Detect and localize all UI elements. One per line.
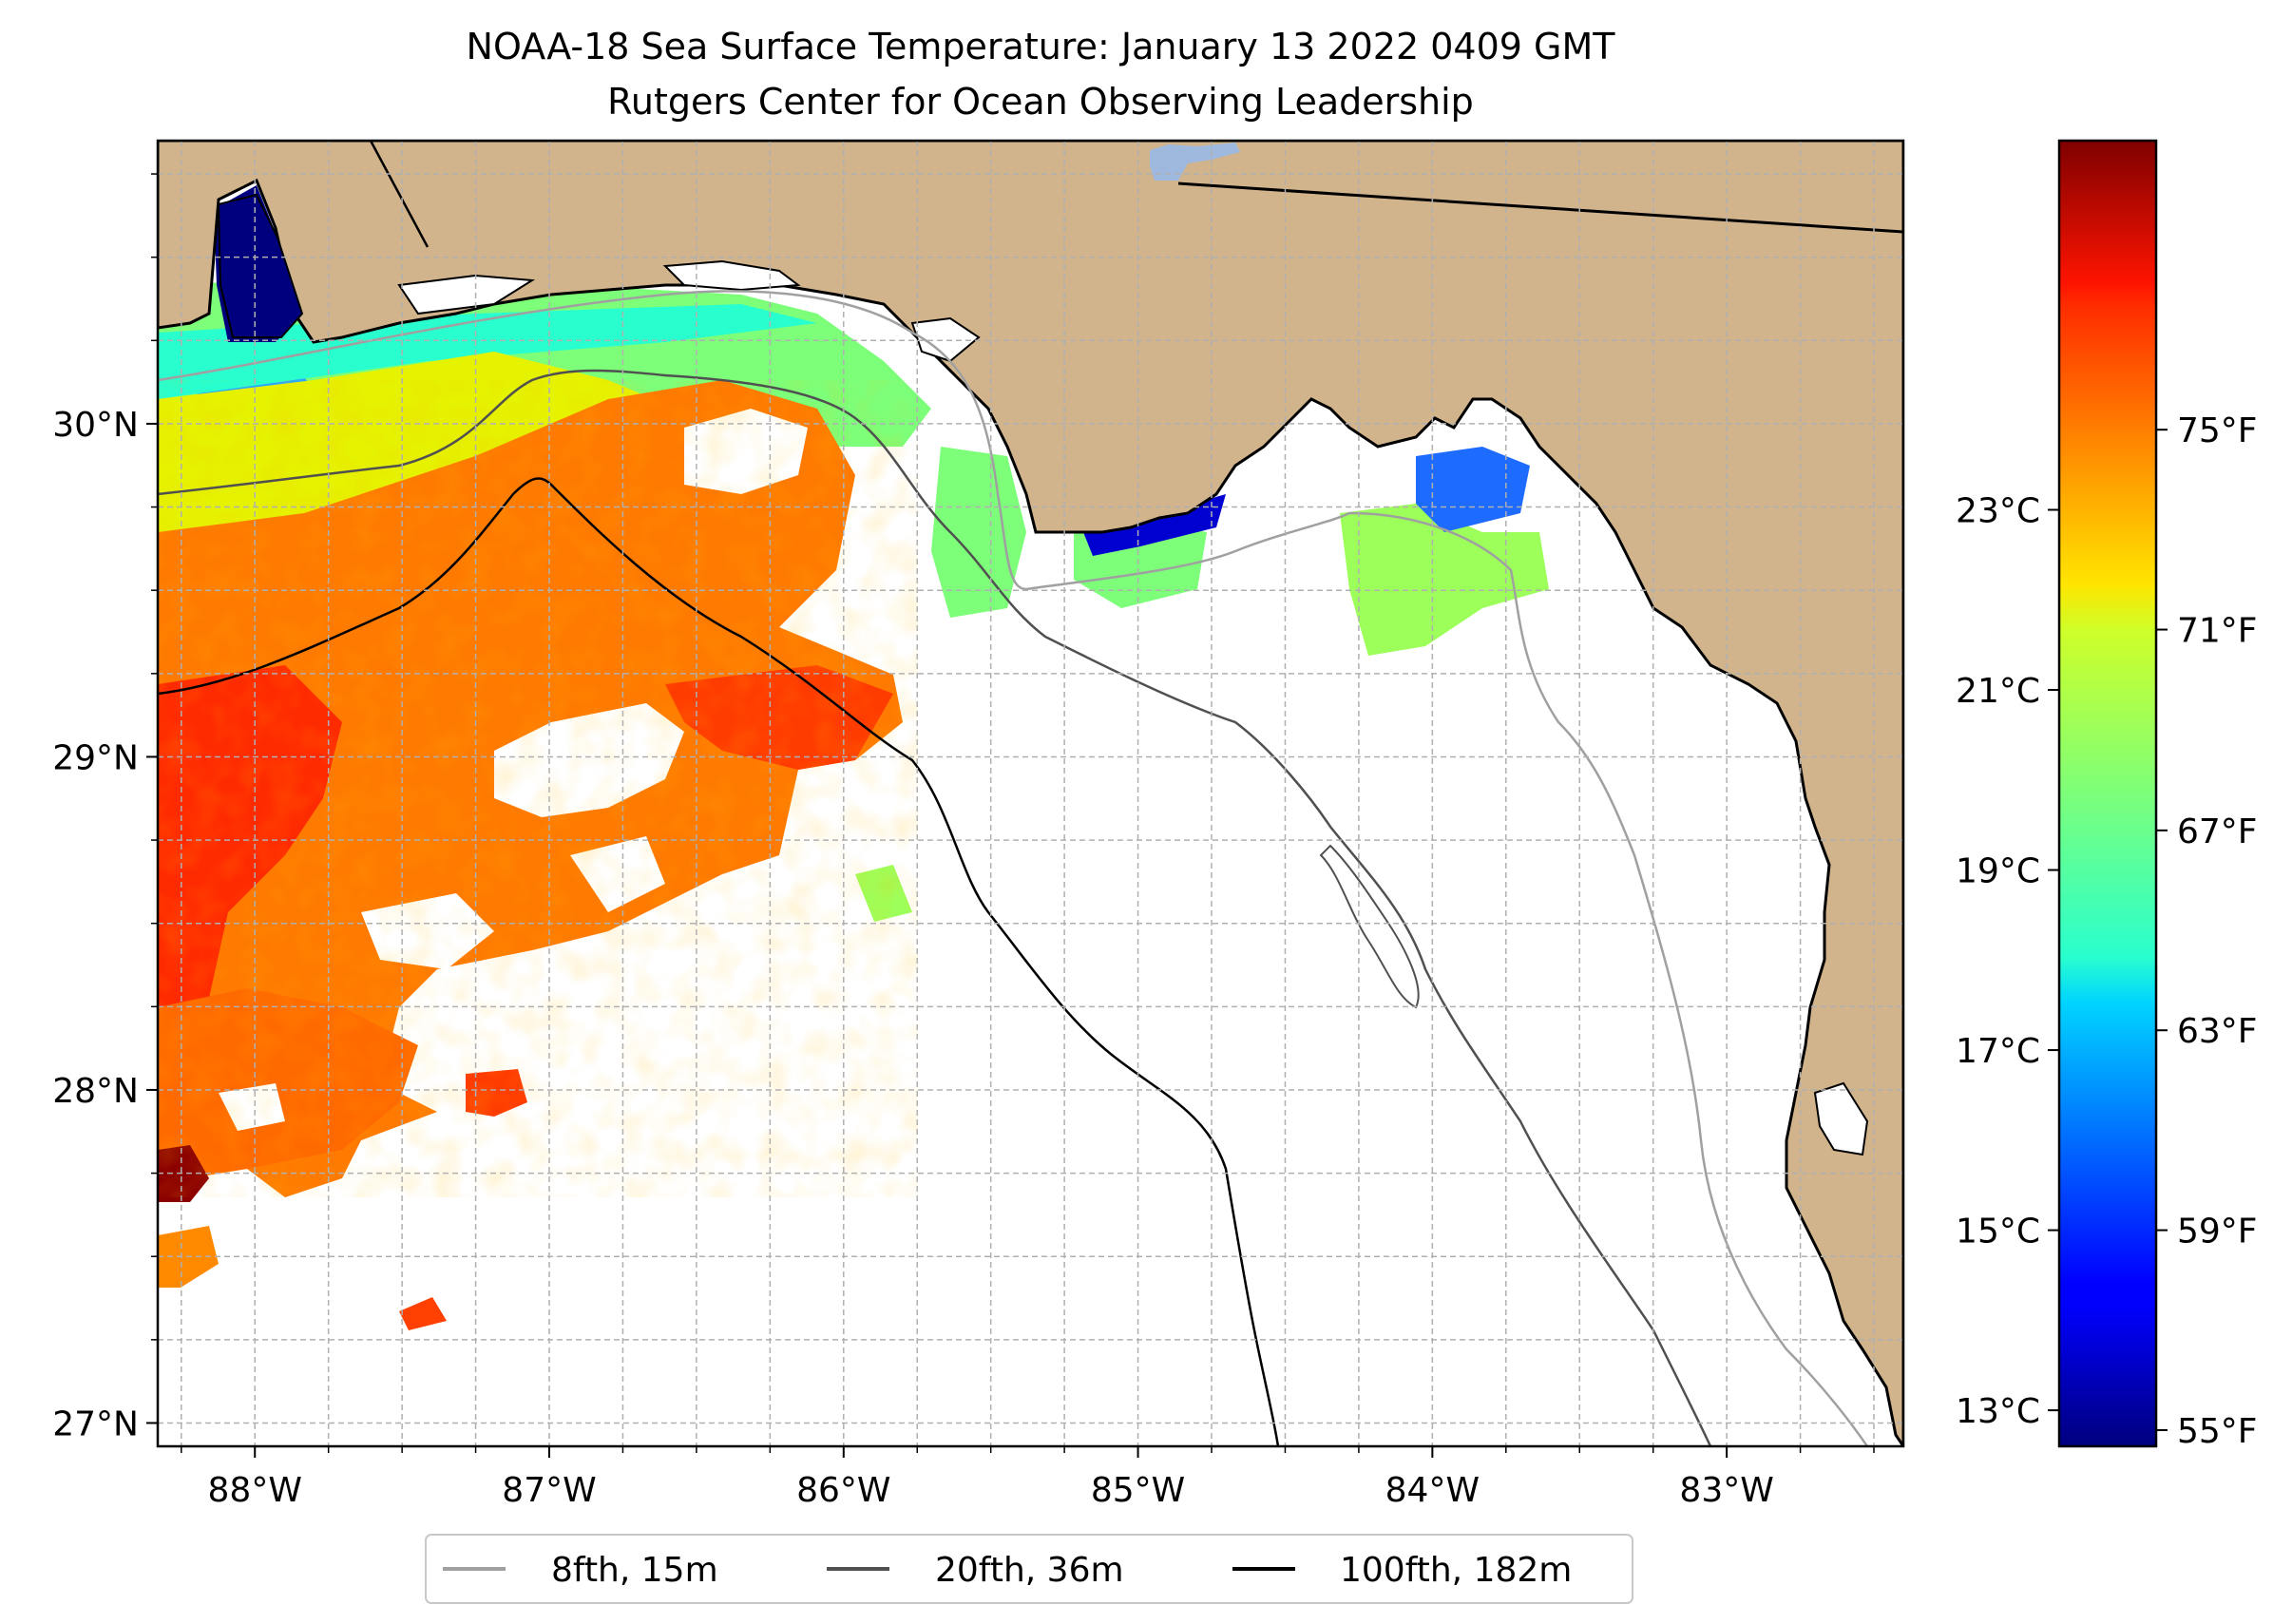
lat-tick-label: 28°N [52,1072,139,1111]
isobath-8fth-15m [158,290,1869,1446]
land-choctaw-bay [662,259,801,292]
lon-tick-label: 84°W [1385,1471,1480,1510]
sst-small-patch-1 [399,1297,447,1330]
colorbar-ticks: 13°C 15°C 17°C 19°C 21°C 23°C 55°F 59°F 63°F 67°F… [1956,411,2257,1451]
legend: 8fth, 15m 20fth, 36m 100fth, 182m [425,1534,1633,1604]
fahrenheit-tick-label: 63°F [2177,1012,2258,1051]
celsius-tick-label: 15°C [1956,1213,2040,1251]
map-axes: 88°W 87°W 86°W 85°W 84°W 83°W 27°N 28°N 29°N 30°N [52,173,1875,1510]
land-tampa-bay-inlet [1813,1081,1869,1156]
land-west-pensacola-bay [397,274,536,315]
isobath-100fth-182m [158,477,1280,1446]
isobaths [158,290,1869,1446]
fahrenheit-tick-label: 67°F [2177,812,2258,851]
sst-texture [158,380,918,1197]
celsius-tick-label: 19°C [1956,852,2040,891]
lake-seminole [1150,143,1240,181]
legend-label-100fth: 100fth, 182m [1340,1551,1572,1590]
fahrenheit-tick-label: 59°F [2177,1213,2258,1251]
colorbar: 13°C 15°C 17°C 19°C 21°C 23°C 55°F 59°F 63°F 67°F… [1956,139,2258,1451]
graticule [158,141,1903,1446]
legend-label-20fth: 20fth, 36m [935,1551,1124,1590]
colorbar-gradient [2057,139,2158,1448]
state-boundary [1177,182,1903,234]
state-boundary-west [369,141,430,248]
fahrenheit-tick-label: 71°F [2177,612,2258,651]
map-panel [158,141,1903,1446]
land-st-andrews-bay [910,316,981,363]
legend-label-8fth: 8fth, 15m [551,1551,718,1590]
celsius-tick-label: 17°C [1956,1032,2040,1071]
lat-tick-label: 29°N [52,738,139,777]
celsius-tick-label: 23°C [1956,492,2040,531]
land-bay-inlet [217,193,304,338]
lon-tick-label: 88°W [208,1471,302,1510]
sst-east-green-1 [931,447,1026,618]
sst-east-green-2 [1340,504,1549,656]
fahrenheit-tick-label: 55°F [2177,1412,2258,1451]
isobath-20fth-36m [158,369,1712,1446]
lat-tick-label: 27°N [52,1404,139,1443]
lon-tick-label: 83°W [1679,1471,1773,1510]
title-line-2: Rutgers Center for Ocean Observing Leade… [607,81,1474,123]
map-frame [156,139,1905,1448]
lon-tick-label: 85°W [1091,1471,1185,1510]
celsius-tick-label: 13°C [1956,1392,2040,1431]
lon-tick-label: 86°W [796,1471,890,1510]
sst-field [158,185,1549,1330]
legend-box [425,1534,1633,1604]
lon-tick-label: 87°W [502,1471,596,1510]
title-line-1: NOAA-18 Sea Surface Temperature: January… [467,26,1616,67]
land-north-coast [158,141,1903,1446]
fahrenheit-tick-label: 75°F [2177,411,2258,450]
sst-east-blue [1416,447,1530,532]
celsius-tick-label: 21°C [1956,672,2040,711]
lat-tick-label: 30°N [52,406,139,445]
land [158,141,1903,1446]
